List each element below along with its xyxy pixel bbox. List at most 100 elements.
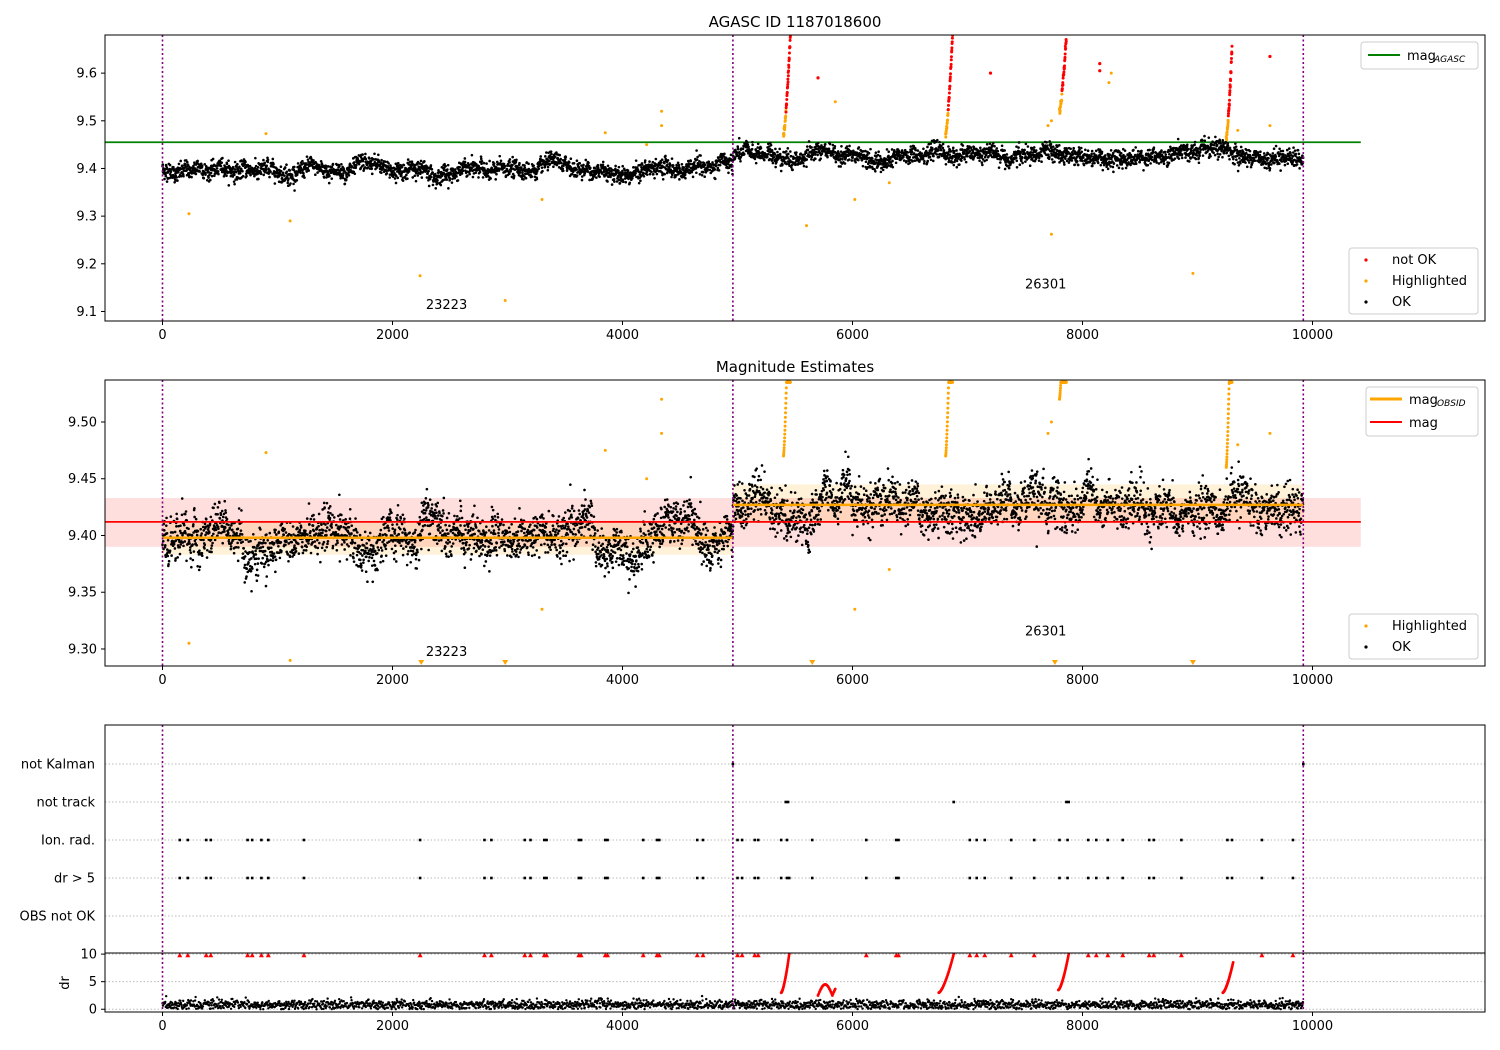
ok-point — [1236, 161, 1240, 164]
ok-point — [929, 158, 933, 162]
ok-point — [580, 175, 584, 178]
ok-point — [1173, 157, 1177, 160]
ok-point — [414, 179, 418, 183]
ok-point — [703, 163, 707, 167]
ok-point — [941, 146, 945, 150]
ok-point — [1295, 163, 1299, 166]
ok-point — [429, 164, 433, 167]
ok-point — [700, 173, 704, 177]
not-ok-point — [1060, 98, 1064, 102]
ok-point — [561, 169, 565, 173]
ok-point — [182, 169, 186, 173]
ok-point — [446, 168, 449, 171]
ok-point — [202, 176, 206, 180]
ok-point — [1191, 155, 1194, 159]
ok-point — [688, 162, 692, 166]
ok-point — [262, 158, 265, 162]
ok-point — [727, 171, 730, 175]
ok-point — [723, 152, 726, 156]
not-ok-point — [947, 91, 951, 95]
not-ok-point — [786, 74, 790, 78]
ok-point — [219, 164, 223, 168]
ok-point — [1046, 144, 1049, 147]
ok-point — [1235, 158, 1238, 162]
not-ok-point — [1229, 71, 1233, 75]
ok-point — [1279, 149, 1283, 153]
ok-point — [1150, 158, 1154, 162]
ok-point — [980, 154, 984, 158]
ok-point — [443, 162, 446, 166]
ok-point — [922, 162, 926, 165]
ok-point — [754, 161, 758, 165]
ok-point — [479, 155, 483, 158]
ok-point — [377, 153, 380, 157]
ok-point — [266, 160, 270, 164]
ok-point — [1196, 147, 1200, 151]
ok-point — [1256, 151, 1260, 154]
ok-point — [1299, 159, 1303, 163]
ok-point — [205, 556, 209, 559]
ok-point — [446, 163, 450, 167]
ok-point — [880, 166, 883, 170]
ok-point — [345, 175, 349, 179]
ok-point — [1203, 139, 1207, 143]
ok-point — [423, 160, 426, 163]
ok-point — [869, 147, 872, 151]
ok-point — [768, 145, 771, 148]
ok-point — [430, 167, 434, 171]
ok-point — [591, 177, 595, 180]
not-ok-point — [784, 106, 788, 110]
ok-point — [479, 157, 483, 161]
ok-point — [178, 529, 182, 533]
ok-point — [1121, 167, 1124, 170]
ok-point — [1154, 151, 1157, 154]
ok-point — [523, 166, 527, 169]
ok-point — [244, 172, 248, 176]
ok-point — [198, 549, 201, 552]
ok-point — [820, 144, 823, 147]
ok-point — [1226, 144, 1230, 148]
ok-point — [717, 169, 721, 172]
ok-point — [902, 155, 905, 159]
ok-point — [170, 554, 173, 557]
ok-point — [530, 175, 534, 178]
ok-point — [577, 166, 581, 169]
ok-point — [714, 177, 717, 181]
highlighted-point — [187, 212, 191, 216]
ok-point — [1222, 151, 1226, 155]
ok-point — [676, 161, 680, 165]
ok-point — [233, 173, 236, 177]
ok-point — [1065, 159, 1069, 163]
ok-point — [839, 150, 843, 153]
ok-point — [354, 166, 358, 170]
ok-point — [215, 164, 219, 168]
ok-point — [1268, 167, 1272, 170]
ok-point — [1091, 164, 1094, 168]
ok-point — [426, 172, 429, 175]
not-ok-point — [1062, 70, 1066, 74]
ok-point — [287, 177, 290, 181]
not-ok-point — [784, 114, 788, 118]
ok-point — [640, 163, 644, 166]
ok-point — [670, 175, 673, 179]
ok-point — [204, 173, 207, 176]
ok-point — [1037, 159, 1041, 162]
highlighted-point — [1191, 271, 1195, 275]
ok-point — [494, 178, 498, 181]
ok-point — [210, 547, 213, 550]
ok-point — [979, 146, 982, 150]
ok-point — [950, 161, 954, 164]
ok-point — [1096, 161, 1100, 165]
ok-point — [776, 150, 779, 154]
ok-point — [210, 544, 214, 547]
ok-point — [1065, 154, 1068, 158]
ok-point — [289, 182, 292, 185]
highlighted-point — [603, 131, 607, 135]
ok-point — [400, 165, 404, 169]
ok-point — [944, 162, 948, 166]
ok-point — [327, 165, 330, 168]
ok-point — [406, 177, 409, 181]
ok-point — [955, 159, 959, 163]
ok-point — [301, 159, 304, 163]
ok-point — [1148, 148, 1151, 152]
